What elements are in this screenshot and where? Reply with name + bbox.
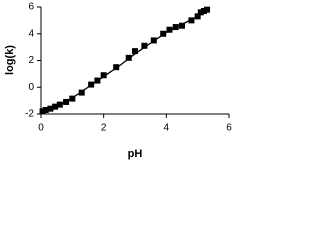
point [166,26,173,33]
point [188,17,195,24]
point [179,22,185,29]
y-axis-title: log(k) [4,45,16,75]
y-tick-label: 4 [28,28,34,39]
page: {"chart_data": {"type": "scatter", "x_la… [3,1,233,160]
chart: pH log(k) 0 2 4 6 -2 0 2 4 6 [4,2,232,160]
point [132,48,138,55]
y-tick-label: 2 [28,55,34,66]
x-tick-label: 2 [101,123,107,134]
x-tick-label: 6 [226,123,232,134]
point [42,106,49,113]
x-tick-label: 0 [38,123,44,134]
point [160,30,167,37]
y-tick-label: 6 [28,2,34,13]
point [200,8,207,15]
point [100,72,107,79]
x-tick-label: 4 [164,123,170,134]
point [141,42,148,49]
y-tick-label: -2 [25,109,34,120]
point [197,9,204,16]
fit-line [40,9,208,114]
point [39,108,46,115]
point [113,64,120,71]
x-axis-title: pH [128,148,143,160]
point [78,89,85,96]
y-tick-label: 0 [28,82,34,93]
